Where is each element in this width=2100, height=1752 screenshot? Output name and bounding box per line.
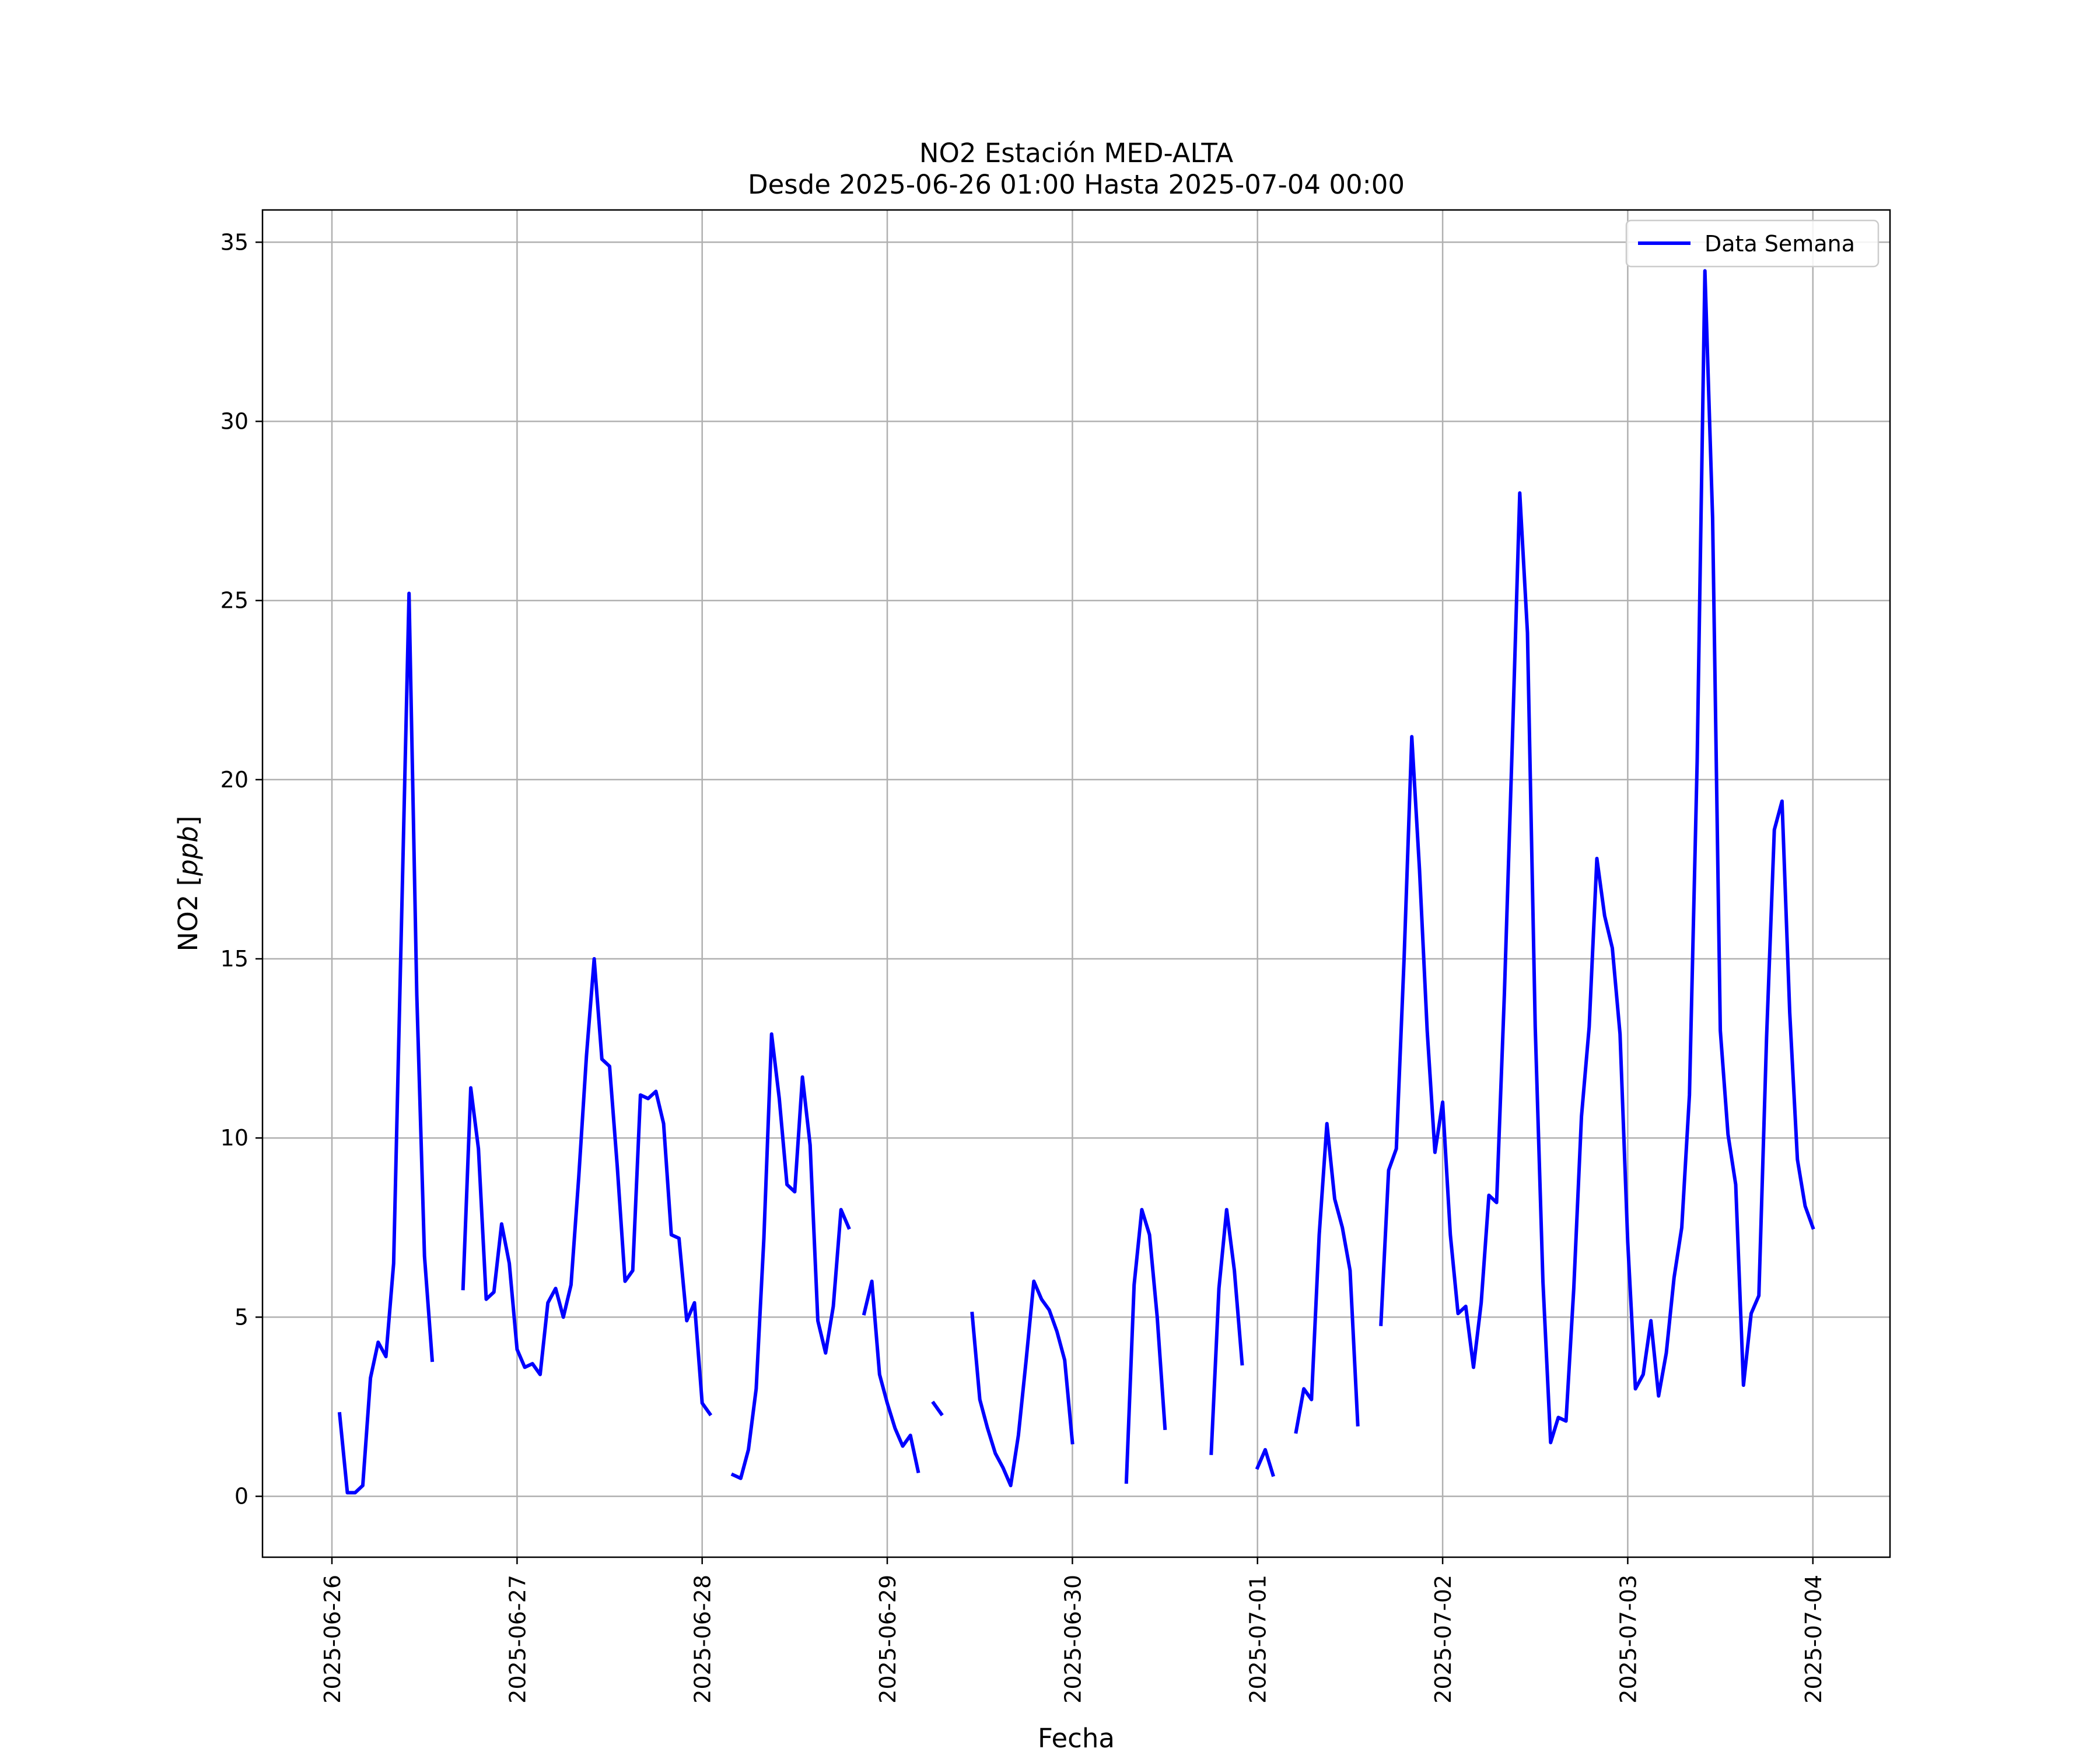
y-tick-label: 0	[235, 1484, 249, 1509]
y-axis-ticks: 0 5 10 15 20 25 30 35	[220, 229, 262, 1509]
y-tick-label: 25	[220, 588, 249, 614]
series-line-segment	[1255, 1448, 1275, 1477]
x-axis-ticks: 2025-06-26 2025-06-27 2025-06-28 2025-06-29…	[320, 1557, 1826, 1704]
series-line-segment	[1209, 1208, 1244, 1455]
series-line-segment	[1379, 269, 1815, 1445]
x-tick-label: 2025-07-04	[1801, 1575, 1826, 1704]
series-line-segment	[862, 1279, 921, 1474]
x-tick-label: 2025-07-01	[1245, 1575, 1271, 1704]
y-axis-label-unit: ppb	[173, 826, 204, 877]
legend: Data Semana	[1625, 219, 1880, 268]
x-tick-label: 2025-07-03	[1615, 1575, 1641, 1704]
grid-layer	[262, 210, 1890, 1557]
series-line-segment	[931, 1400, 944, 1417]
x-axis-label: Fecha	[1038, 1723, 1115, 1750]
x-tick-label: 2025-07-02	[1430, 1575, 1456, 1704]
y-axis-label: NO2 [ppb]	[173, 816, 204, 952]
y-axis-label-suffix: ]	[173, 816, 204, 826]
y-tick-label: 10	[220, 1125, 249, 1151]
y-tick-label: 20	[220, 767, 249, 793]
series-line-segment	[337, 591, 435, 1495]
series-line-segment	[461, 957, 713, 1417]
series-line-segment	[970, 1279, 1074, 1488]
y-tick-label: 35	[220, 229, 249, 255]
y-tick-label: 15	[220, 946, 249, 972]
x-tick-label: 2025-06-28	[690, 1575, 716, 1704]
legend-box	[1625, 219, 1880, 268]
x-tick-label: 2025-06-26	[320, 1575, 345, 1704]
series-line-segment	[1124, 1208, 1167, 1484]
y-tick-label: 30	[220, 409, 249, 435]
y-tick-label: 5	[235, 1304, 249, 1330]
series-layer	[337, 269, 1815, 1495]
x-tick-label: 2025-06-27	[505, 1575, 530, 1704]
y-axis-label-prefix: NO2 [	[173, 876, 204, 952]
series-line-segment	[1294, 1122, 1360, 1434]
x-tick-label: 2025-06-30	[1060, 1575, 1086, 1704]
chart-subtitle: Desde 2025-06-26 01:00 Hasta 2025-07-04 …	[748, 169, 1405, 200]
chart-title: NO2 Estación MED-ALTA	[919, 138, 1234, 169]
plot-frame	[261, 209, 1891, 1558]
legend-label: Data Semana	[1704, 231, 1855, 257]
x-tick-label: 2025-06-29	[875, 1575, 901, 1704]
series-line-segment	[730, 1032, 851, 1480]
